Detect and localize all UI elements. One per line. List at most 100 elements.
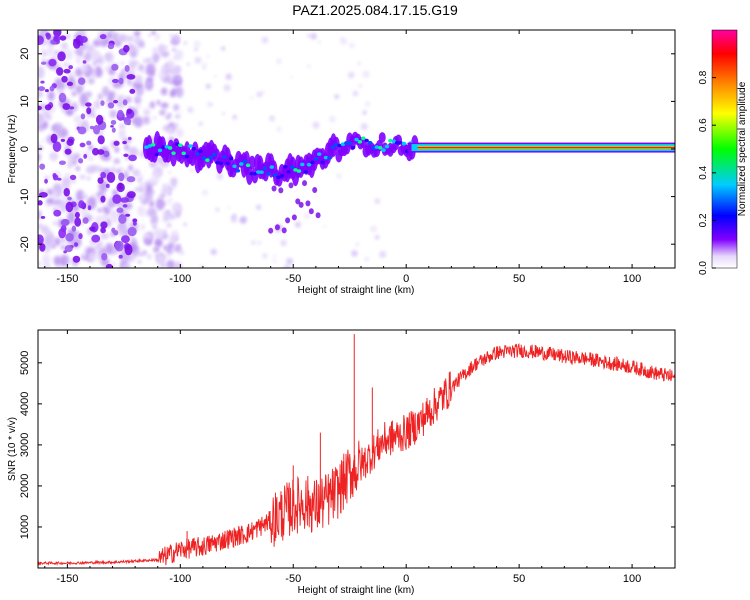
spectrogram-speckle — [374, 235, 380, 240]
spectrogram-speckle — [40, 139, 45, 143]
spectrogram-speckle — [86, 176, 91, 181]
spectrogram-blob — [79, 36, 88, 43]
spectrogram-speckle — [169, 34, 174, 38]
spectrogram-blob — [123, 153, 129, 158]
spectrogram-speckle — [46, 46, 55, 57]
spectrogram-blob — [100, 195, 106, 203]
spectrogram-y-tick-label: -20 — [19, 236, 31, 252]
spectrogram-blob — [132, 221, 137, 226]
spectrogram-blob — [110, 119, 117, 126]
spectrogram-speckle — [165, 253, 171, 259]
spectrogram-speckle — [45, 234, 56, 247]
spectrogram-blob — [64, 244, 73, 253]
spectrogram-speckle — [167, 126, 175, 136]
spectrogram-blob — [97, 149, 105, 155]
spectrogram-ridge-tail — [312, 186, 318, 193]
spectrogram-blob — [116, 182, 125, 193]
spectrogram-ridge-core — [310, 160, 315, 165]
spectrogram-speckle — [52, 220, 57, 226]
spectrogram-speckle — [68, 210, 75, 219]
spectrogram-blob — [63, 68, 71, 74]
spectrogram-speckle — [41, 48, 45, 52]
spectrogram-speckle — [93, 99, 101, 109]
spectrogram-blob — [117, 109, 124, 118]
spectrogram-speckle — [202, 189, 208, 196]
spectrogram-speckle — [151, 62, 156, 66]
spectrogram-ridge-core — [279, 174, 285, 178]
spectrogram-speckle — [160, 102, 169, 109]
spectrogram-speckle — [142, 234, 147, 238]
spectrogram-speckle — [54, 237, 61, 246]
spectrogram-ridge-core — [388, 138, 393, 143]
spectrogram-ridge-core — [394, 141, 400, 145]
spectrogram-speckle — [179, 250, 185, 256]
spectrogram-speckle — [165, 185, 171, 191]
spectrogram-speckle — [53, 255, 62, 266]
spectrogram-speckle — [118, 123, 126, 130]
spectrogram-speckle — [129, 61, 136, 69]
spectrogram-ridge-core — [398, 141, 403, 145]
spectrogram-speckle — [334, 94, 340, 100]
spectrogram-speckle — [239, 217, 247, 225]
spectrogram-ridge-core — [157, 148, 163, 153]
spectrogram-speckle — [139, 183, 144, 189]
spectrogram-speckle — [140, 223, 146, 231]
spectrogram-ridge-core — [161, 145, 166, 149]
spectrogram-ridge-core — [327, 156, 332, 160]
spectrogram-ridge-core — [333, 142, 339, 147]
spectrogram-blob — [73, 242, 79, 247]
spectrogram-ridge-core — [198, 149, 203, 154]
snr-x-tick-label: -150 — [56, 573, 78, 585]
spectrogram-ridge-tail — [278, 187, 284, 194]
spectrogram-blob — [126, 176, 136, 183]
spectrogram-speckle — [83, 52, 92, 62]
snr-y-tick-label: 2000 — [19, 474, 31, 498]
spectrogram-speckle — [64, 48, 73, 61]
spectrogram-speckle — [210, 248, 217, 256]
spectrogram-speckle — [105, 99, 109, 104]
spectrogram-blob — [67, 196, 72, 201]
spectrogram-speckle — [65, 34, 71, 39]
spectrogram-blob — [68, 65, 74, 70]
spectrogram-speckle — [152, 171, 161, 178]
spectrogram-blob — [45, 32, 51, 40]
spectrogram-ridge-core — [350, 145, 356, 150]
spectrogram-speckle — [66, 109, 73, 116]
spectrogram-speckle — [119, 263, 130, 268]
spectrogram-speckle — [170, 177, 178, 185]
spectrogram-blob — [68, 106, 75, 110]
spectrogram-speckle — [90, 50, 99, 61]
spectrogram-speckle — [175, 245, 180, 250]
spectrogram-blob — [77, 77, 86, 85]
spectrogram-ridge-core — [330, 145, 335, 150]
spectrogram-speckle — [214, 75, 217, 78]
spectrogram-ridge-tail — [302, 180, 308, 187]
spectrogram-ridge-core — [201, 156, 207, 160]
colorbar-ticks: 0.0 0.2 0.4 0.6 0.8 — [698, 70, 716, 275]
spectrogram-speckle — [336, 173, 342, 179]
spectrogram-blob — [105, 263, 113, 268]
spectrogram-speckle — [80, 62, 89, 73]
spectrogram-ridge-core — [364, 138, 369, 143]
spectrogram-blob — [63, 187, 70, 197]
spectrogram-speckle — [116, 94, 126, 109]
spectrogram-ridge-core — [228, 156, 234, 161]
spectrogram-speckle — [73, 152, 81, 161]
spectrogram-ridge-tail — [271, 185, 277, 192]
spectrogram-y-tick-label: -10 — [19, 189, 31, 205]
spectrogram-blob — [127, 226, 137, 237]
spectrogram-speckle — [307, 64, 311, 69]
spectrogram-speckle — [175, 128, 184, 139]
spectrogram-blob — [118, 254, 123, 259]
spectrogram-speckle — [256, 240, 262, 246]
spectrogram-speckle — [150, 214, 159, 225]
spectrogram-blob — [120, 197, 130, 203]
spectrogram-speckle — [312, 121, 320, 129]
spectrogram-speckle — [183, 41, 187, 45]
spectrogram-speckle — [276, 58, 282, 65]
spectrogram-ridge-core — [347, 141, 352, 146]
spectrogram-speckle — [160, 65, 167, 73]
snr-x-label: Height of straight line (km) — [298, 585, 415, 596]
spectrogram-speckle — [130, 50, 136, 58]
spectrogram-speckle — [160, 111, 164, 115]
